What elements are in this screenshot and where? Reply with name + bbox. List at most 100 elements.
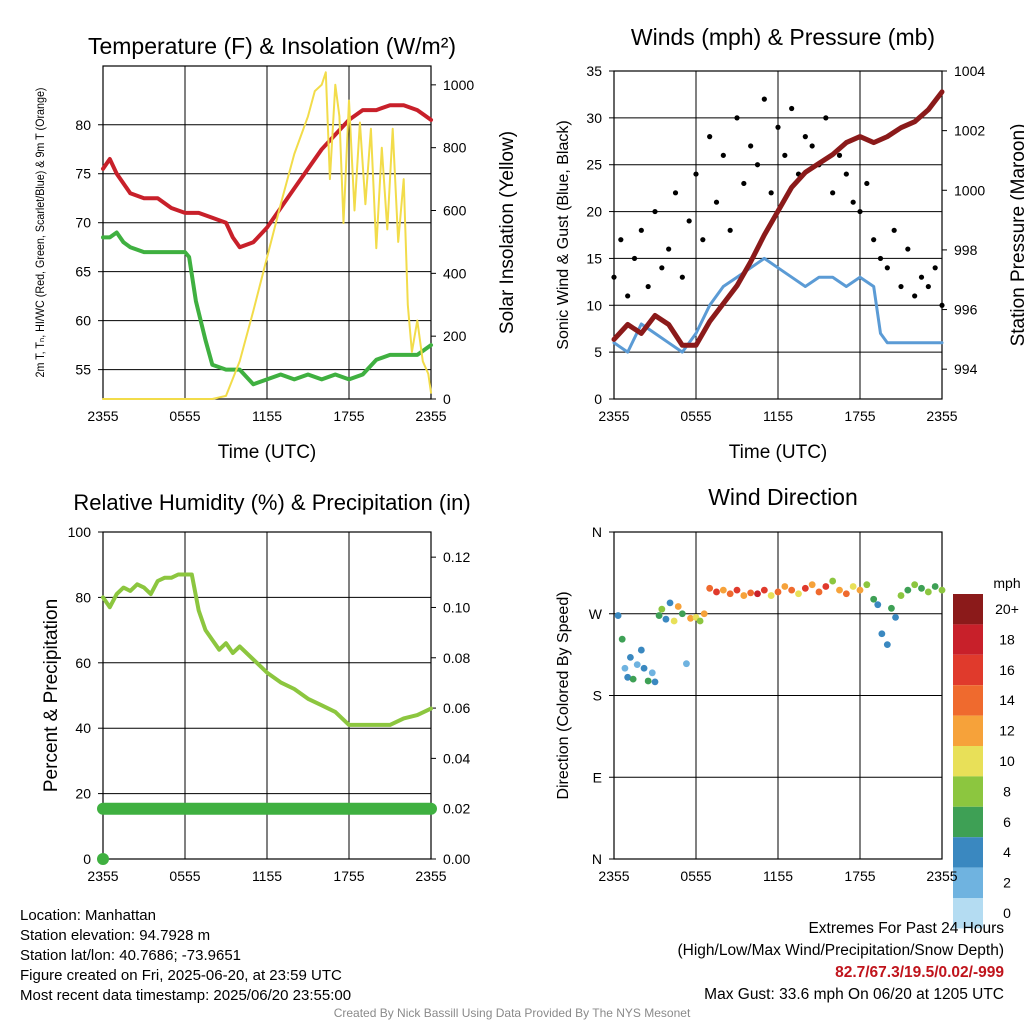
series-line-0 xyxy=(101,572,433,727)
gust-point xyxy=(625,293,631,299)
y-tick-label: N xyxy=(592,851,602,867)
y-axis-label: Direction (Colored By Speed) xyxy=(555,591,572,799)
y-tick-label: 80 xyxy=(75,589,91,605)
direction-point xyxy=(788,586,796,594)
gust-point xyxy=(918,274,925,280)
y-tick-label: 75 xyxy=(75,166,91,182)
gust-point xyxy=(720,152,726,158)
gust-point xyxy=(693,171,699,177)
colorbar-swatch xyxy=(953,776,983,807)
colorbar-swatch xyxy=(953,867,983,898)
gust-point xyxy=(891,227,897,233)
y2-tick-label: 200 xyxy=(443,328,467,344)
y2-tick-label: 800 xyxy=(443,140,467,156)
colorbar-label: 12 xyxy=(999,723,1015,739)
gust-point xyxy=(871,237,877,243)
chart-title: Wind Direction xyxy=(708,484,858,510)
colorbar-swatch xyxy=(953,715,983,746)
colorbar-swatch xyxy=(953,837,983,868)
direction-point xyxy=(822,583,830,590)
direction-point xyxy=(621,664,629,672)
x-tick-label: 1755 xyxy=(333,868,364,884)
gust-point xyxy=(734,115,740,121)
gust-point xyxy=(645,283,651,290)
created-text: Figure created on Fri, 2025-06-20, at 23… xyxy=(20,967,342,984)
chart-humidity xyxy=(97,531,437,865)
latlon-text: Station lat/lon: 40.7686; -73.9651 xyxy=(20,947,242,964)
direction-point xyxy=(842,590,850,598)
x-tick-label: 2355 xyxy=(926,868,957,884)
chart-direction xyxy=(609,531,983,929)
direction-point xyxy=(674,603,682,610)
series-line-0 xyxy=(612,256,944,354)
x-tick-label: 2355 xyxy=(415,868,446,884)
direction-point xyxy=(627,653,634,661)
direction-point xyxy=(754,590,761,598)
direction-point xyxy=(924,588,932,596)
direction-point xyxy=(888,604,895,612)
gust-point xyxy=(857,208,863,215)
y2-axis-label: Station Pressure (Maroon) xyxy=(1008,124,1024,347)
gust-point xyxy=(782,152,788,158)
colorbar-label: 8 xyxy=(1003,783,1011,799)
x-tick-label: 0555 xyxy=(680,868,711,884)
direction-point xyxy=(706,584,714,592)
chart-title: Relative Humidity (%) & Precipitation (i… xyxy=(73,490,470,515)
direction-point xyxy=(829,577,837,585)
y2-tick-label: 0 xyxy=(443,391,451,407)
gust-point xyxy=(939,302,945,308)
direction-point xyxy=(740,592,748,599)
direction-point xyxy=(700,610,708,618)
direction-point xyxy=(918,584,925,592)
direction-point xyxy=(781,583,789,590)
colorbar-swatch xyxy=(953,746,983,777)
direction-point xyxy=(640,664,648,672)
gust-point xyxy=(761,96,767,102)
colorbar-swatch xyxy=(953,594,983,625)
x-tick-label: 2355 xyxy=(87,408,118,424)
gust-point xyxy=(905,246,911,252)
y-tick-label: 55 xyxy=(75,362,91,378)
series-line-0 xyxy=(101,103,433,250)
gust-point xyxy=(754,162,761,168)
direction-point xyxy=(892,613,899,621)
plot-frame xyxy=(102,65,432,400)
extremes-description: (High/Low/Max Wind/Precipitation/Snow De… xyxy=(677,942,1005,959)
y-tick-label: S xyxy=(593,688,602,704)
direction-point xyxy=(726,590,734,598)
y-tick-label: 0 xyxy=(594,391,602,407)
colorbar-title: mph xyxy=(993,575,1020,591)
direction-point xyxy=(795,590,802,598)
x-tick-label: 0555 xyxy=(169,408,200,424)
direction-point xyxy=(897,592,905,599)
direction-point xyxy=(719,586,727,594)
direction-point xyxy=(849,583,857,590)
gust-point xyxy=(864,180,870,187)
colorbar-label: 2 xyxy=(1003,875,1011,891)
y-tick-label: 65 xyxy=(75,264,91,280)
gust-point xyxy=(932,265,938,271)
direction-point xyxy=(904,586,912,594)
direction-point xyxy=(618,635,626,643)
x-tick-label: 2355 xyxy=(598,408,629,424)
extremes-summary: Extremes For Past 24 Hours (High/Low/Max… xyxy=(678,918,1005,1006)
chart-winds xyxy=(609,70,947,400)
y2-axis-label: Solar Insolation (Yellow) xyxy=(497,131,518,334)
direction-point xyxy=(651,678,659,686)
credit-text: Created By Nick Bassill Using Data Provi… xyxy=(333,1006,691,1020)
colorbar-label: 0 xyxy=(1003,905,1011,921)
y2-tick-label: 0.06 xyxy=(443,700,470,716)
gust-point xyxy=(830,190,836,196)
gust-point xyxy=(809,143,815,149)
y-tick-label: 60 xyxy=(75,655,91,671)
direction-point xyxy=(774,588,782,596)
direction-point xyxy=(815,588,823,596)
y2-tick-label: 0.10 xyxy=(443,599,470,615)
y2-tick-label: 0.12 xyxy=(443,549,470,565)
gust-point xyxy=(748,143,754,149)
y2-tick-label: 0.04 xyxy=(443,750,470,766)
y2-tick-label: 998 xyxy=(954,242,978,258)
direction-point xyxy=(637,646,645,654)
gust-point xyxy=(802,134,808,140)
direction-point xyxy=(856,586,864,594)
